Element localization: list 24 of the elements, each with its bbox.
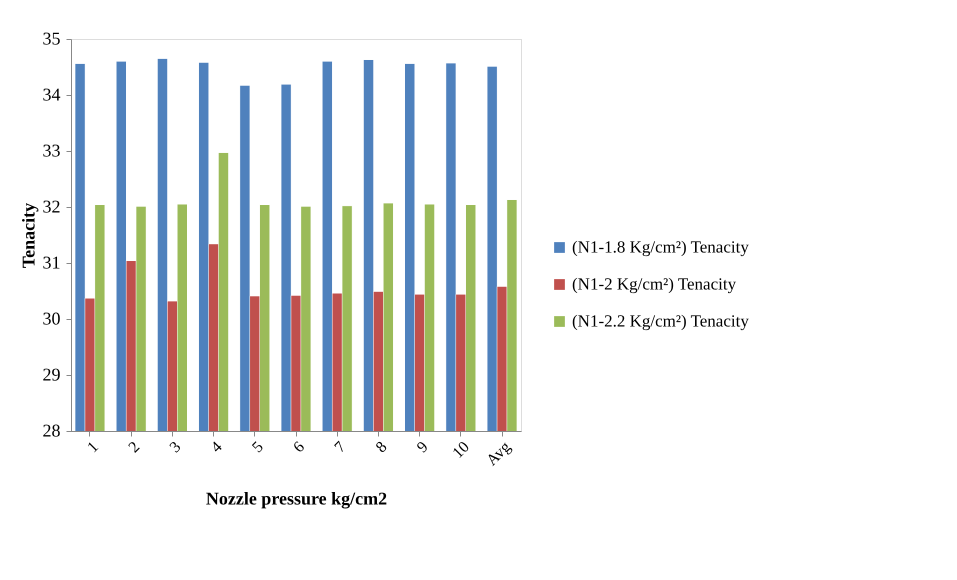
legend-label: (N1-1.8 Kg/cm²) Tenacity xyxy=(572,238,750,256)
x-axis-title: Nozzle pressure kg/cm2 xyxy=(206,488,388,508)
x-tick-label: 6 xyxy=(290,438,308,456)
y-tick-label: 35 xyxy=(42,28,60,48)
y-tick-label: 31 xyxy=(42,252,60,272)
y-tick-label: 30 xyxy=(42,308,60,328)
y-tick-label: 28 xyxy=(42,420,60,440)
legend-label: (N1-2.2 Kg/cm²) Tenacity xyxy=(572,312,750,330)
x-tick-label: 2 xyxy=(126,438,144,456)
x-tick-label: 3 xyxy=(166,438,184,456)
x-tick-label: 4 xyxy=(208,438,226,456)
x-tick-label: 1 xyxy=(84,438,102,456)
x-tick-label: 9 xyxy=(414,438,432,456)
y-tick-label: 32 xyxy=(42,196,60,216)
legend-label: (N1-2 Kg/cm²) Tenacity xyxy=(572,274,737,294)
x-tick-label: Avg xyxy=(483,438,514,470)
y-tick-label: 29 xyxy=(42,364,60,384)
x-tick-label: 7 xyxy=(332,438,350,456)
y-axis-title: Tenacity xyxy=(18,202,38,268)
y-tick-label: 33 xyxy=(42,140,60,160)
x-tick-label: 5 xyxy=(249,438,267,456)
x-tick-label: 8 xyxy=(372,438,390,456)
x-tick-label: 10 xyxy=(450,438,473,462)
y-tick-label: 34 xyxy=(42,84,60,104)
